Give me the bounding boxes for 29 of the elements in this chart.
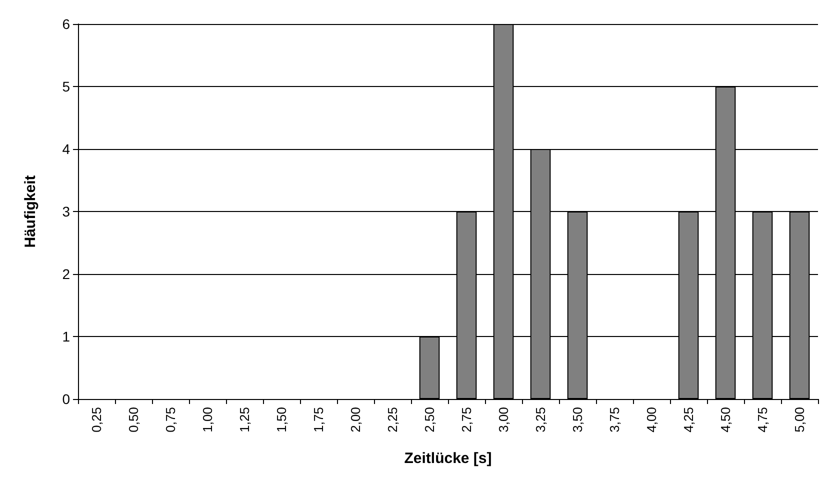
x-tick-label: 4,00 <box>644 407 659 432</box>
x-tick-label: 2,00 <box>348 407 363 432</box>
x-tick-label: 1,50 <box>274 407 289 432</box>
x-axis-title: Zeitlücke [s] <box>404 450 492 467</box>
x-tick-label: 2,50 <box>422 407 437 432</box>
x-tick-label: 1,75 <box>311 407 326 432</box>
y-tick-label: 5 <box>62 78 70 94</box>
y-axis-title: Häufigkeit <box>22 175 39 248</box>
x-tick-label: 3,75 <box>607 407 622 432</box>
y-tick-label: 3 <box>62 204 70 220</box>
x-tick-label: 0,50 <box>126 407 141 432</box>
x-tick-label: 0,75 <box>163 407 178 432</box>
y-tick-label: 1 <box>62 328 70 344</box>
x-tick-label: 2,75 <box>459 407 474 432</box>
y-tick-label: 0 <box>62 391 70 407</box>
y-tick-label: 2 <box>62 266 70 282</box>
x-tick-label: 1,00 <box>200 407 215 432</box>
x-tick-label: 3,25 <box>533 407 548 432</box>
x-tick-label: 0,25 <box>89 407 104 432</box>
x-tick-label: 5,00 <box>792 407 807 432</box>
y-tick-label: 4 <box>62 141 70 157</box>
y-tick-label: 6 <box>62 16 70 32</box>
x-tick-label: 4,75 <box>755 407 770 432</box>
x-tick-label: 3,00 <box>496 407 511 432</box>
x-tick-label: 2,25 <box>385 407 400 432</box>
x-tick-label: 4,50 <box>718 407 733 432</box>
x-tick-label: 3,50 <box>570 407 585 432</box>
x-tick-label: 1,25 <box>237 407 252 432</box>
x-tick-label: 4,25 <box>681 407 696 432</box>
